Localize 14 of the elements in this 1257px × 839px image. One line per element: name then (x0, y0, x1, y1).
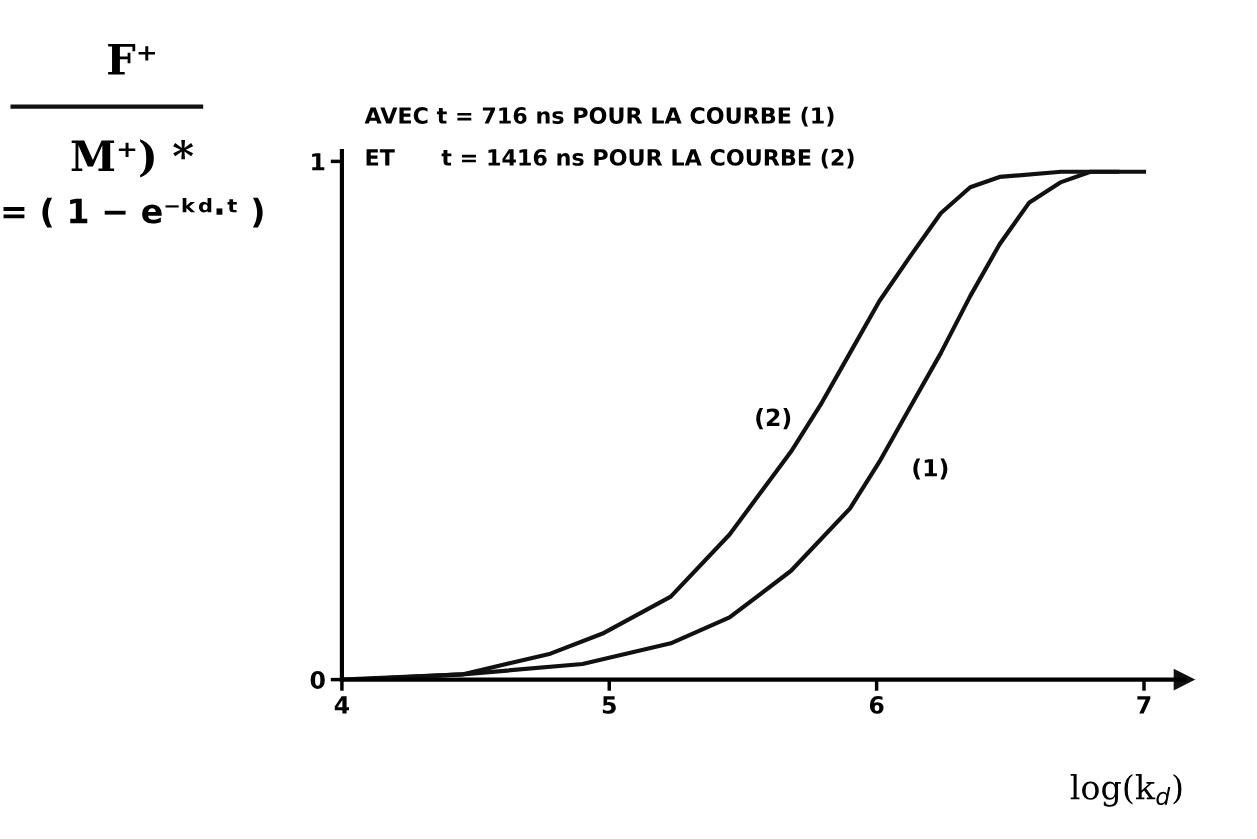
text: AVEC t = 716 ns POUR LA COURBE (1) (364, 106, 834, 127)
text: = ( 1 − e⁻ᵏᵈ·ᵗ ) (3, 197, 263, 228)
x-tick-label: 7 (1137, 696, 1151, 714)
x-tick-label: 5 (602, 696, 616, 714)
y-tick-label: 0 (310, 671, 325, 689)
annotation: ET t = 1416 ns POUR LA COURBE (2) (366, 148, 854, 169)
annotation: (1) (913, 458, 948, 480)
y-tick-label: 1 (312, 153, 325, 171)
text: M⁺) * (71, 139, 194, 178)
x-tick-label: 6 (869, 696, 884, 714)
text: F⁺ (108, 44, 155, 75)
annotation: (2) (756, 408, 791, 430)
x-tick-label: 4 (334, 696, 350, 714)
x-axis-title: log(k$_{d}$) (1070, 773, 1182, 807)
